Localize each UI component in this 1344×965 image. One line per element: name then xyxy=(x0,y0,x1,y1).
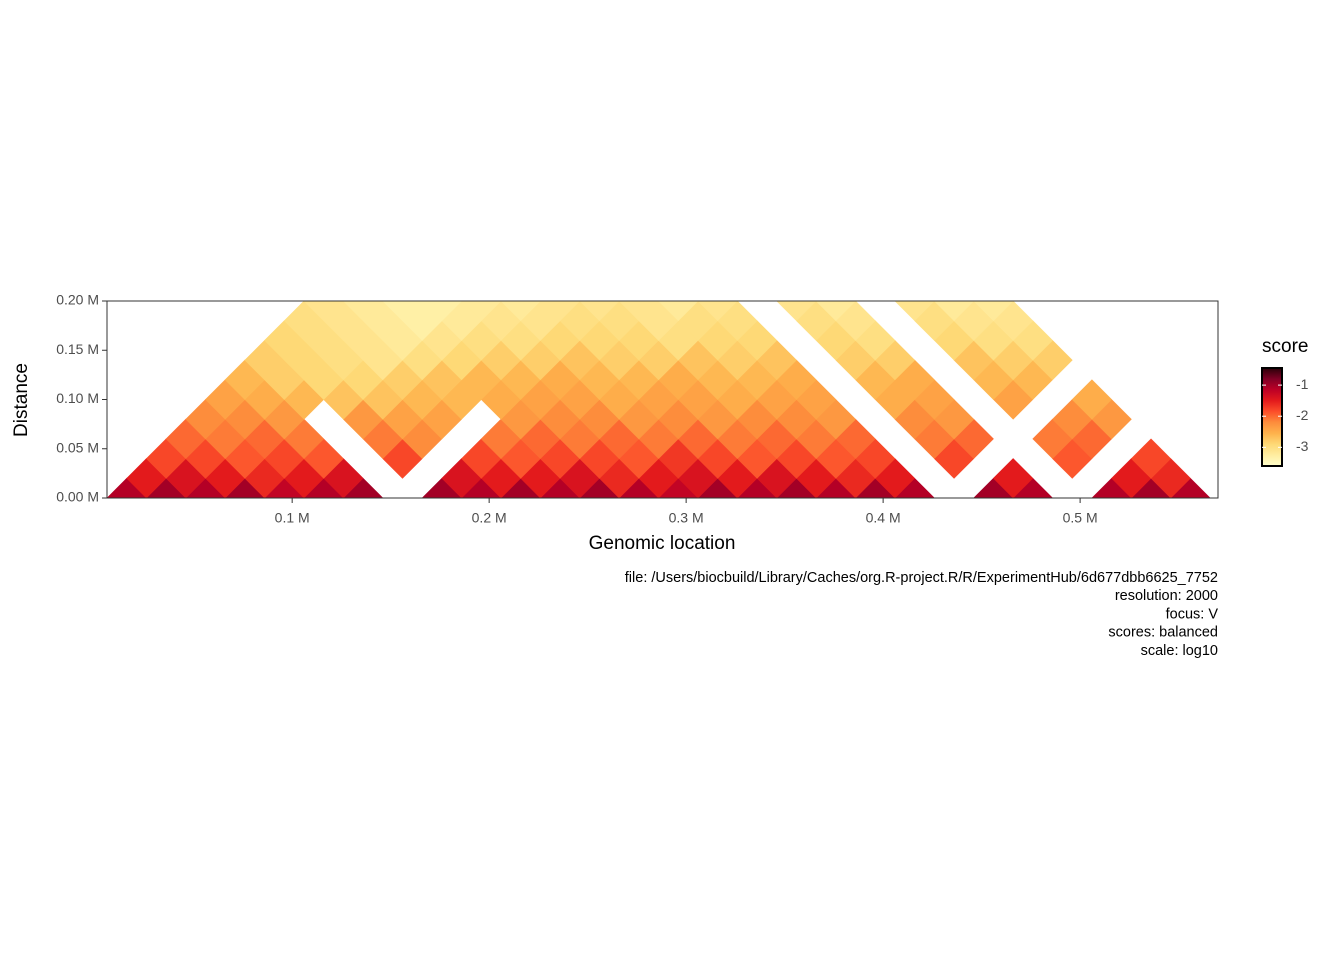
heatmap-cell xyxy=(539,301,581,322)
heatmap-cell xyxy=(658,301,699,322)
colorbar xyxy=(1261,367,1283,467)
heatmap-cell xyxy=(993,458,1034,498)
x-tick-label: 0.1 M xyxy=(275,510,310,526)
y-tick-label: 0.05 M xyxy=(56,439,99,455)
heatmap-cell xyxy=(776,301,817,322)
heatmap-cell xyxy=(697,301,738,322)
caption-line: scale: log10 xyxy=(1141,643,1218,659)
caption-line: focus: V xyxy=(1166,606,1219,622)
heatmap xyxy=(107,301,1211,498)
y-tick-label: 0.15 M xyxy=(56,341,99,357)
colorbar-label: -1 xyxy=(1296,376,1309,392)
heatmap-cell xyxy=(638,301,679,341)
x-tick-label: 0.4 M xyxy=(866,510,901,526)
heatmap-cell xyxy=(421,301,462,322)
heatmap-cell xyxy=(500,301,541,322)
heatmap-cell xyxy=(835,301,876,341)
heatmap-cell xyxy=(618,301,659,322)
heatmap-cell xyxy=(579,301,620,322)
heatmap-cell xyxy=(933,301,975,322)
colorbar-label: -3 xyxy=(1296,438,1309,454)
x-tick-label: 0.5 M xyxy=(1063,510,1098,526)
y-tick-label: 0.10 M xyxy=(56,390,99,406)
caption-line: resolution: 2000 xyxy=(1115,588,1218,604)
x-tick-label: 0.2 M xyxy=(472,510,507,526)
legend-title: score xyxy=(1262,336,1308,357)
heatmap-cell xyxy=(894,301,935,322)
x-axis-title: Genomic location xyxy=(589,533,736,554)
heatmap-cell xyxy=(382,301,423,322)
heatmap-cell xyxy=(1071,379,1113,420)
heatmap-cell xyxy=(342,301,384,322)
heatmap-cell xyxy=(461,301,502,322)
heatmap-cell xyxy=(303,301,344,322)
y-tick-label: 0.00 M xyxy=(56,489,99,505)
heatmap-cell xyxy=(973,301,1014,322)
colorbar-label: -2 xyxy=(1296,407,1309,423)
heatmap-cell xyxy=(1130,438,1172,479)
x-tick-label: 0.3 M xyxy=(669,510,704,526)
y-tick-label: 0.20 M xyxy=(56,292,99,308)
caption-line: scores: balanced xyxy=(1108,625,1218,641)
y-axis-title: Distance xyxy=(11,363,32,437)
heatmap-cell xyxy=(815,301,856,322)
caption-line: file: /Users/biocbuild/Library/Caches/or… xyxy=(625,570,1218,586)
